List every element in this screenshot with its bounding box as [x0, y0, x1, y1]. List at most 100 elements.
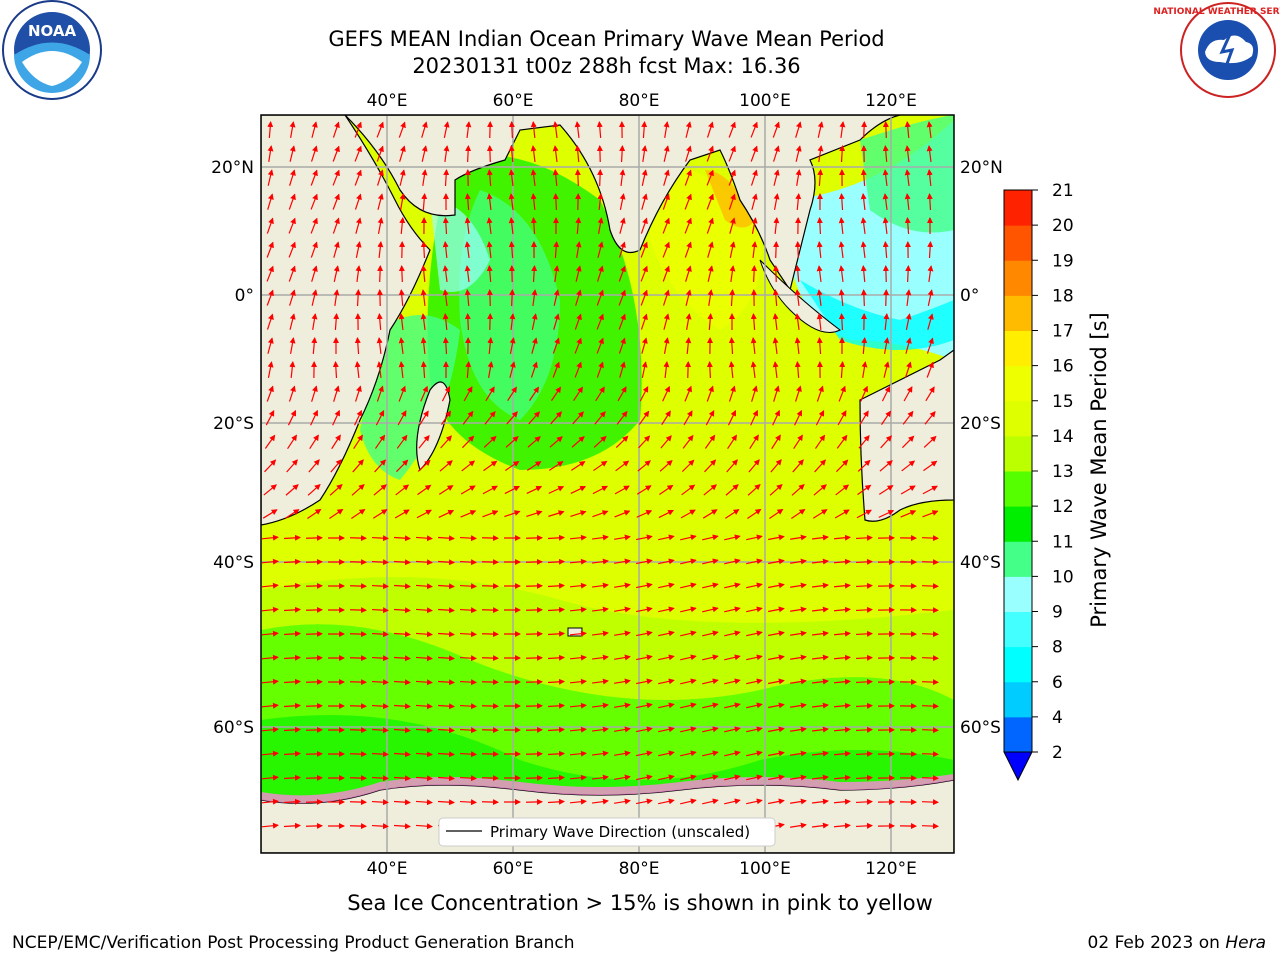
colorbar-tick-label: 4	[1052, 708, 1063, 728]
wave-arrow	[371, 631, 389, 638]
wave-arrow	[371, 655, 389, 662]
wave-arrow	[508, 169, 515, 187]
wave-arrow	[371, 727, 389, 734]
wave-arrow	[355, 241, 362, 258]
wave-arrow	[702, 509, 718, 519]
wave-arrow	[859, 410, 869, 426]
lat-tick-left: 60°S	[213, 718, 254, 738]
wave-arrow	[927, 241, 934, 259]
wave-arrow	[415, 727, 433, 734]
wave-arrow	[283, 630, 301, 637]
wave-arrow	[553, 313, 560, 330]
lat-tick-right: 20°N	[960, 158, 1003, 178]
wave-arrow	[261, 582, 279, 589]
wave-arrow	[861, 337, 868, 355]
wave-arrow	[724, 750, 741, 757]
wave-arrow	[261, 654, 279, 661]
wave-arrow	[811, 558, 829, 565]
wave-arrow	[482, 510, 499, 518]
colorbar-tick-label: 20	[1052, 216, 1074, 236]
colorbar-tick-label: 2	[1052, 743, 1063, 763]
wave-arrow	[790, 630, 807, 637]
wave-arrow	[266, 313, 274, 330]
wave-arrow	[680, 702, 697, 709]
wave-arrow	[438, 510, 455, 518]
wave-arrow	[791, 484, 805, 496]
wave-arrow	[376, 385, 384, 402]
wave-arrow	[547, 582, 565, 589]
wave-arrow	[921, 823, 939, 830]
wave-arrow	[811, 606, 829, 613]
wave-arrow	[266, 289, 274, 306]
wave-arrow	[724, 509, 740, 519]
wave-arrow	[641, 145, 648, 163]
wave-arrow	[790, 582, 807, 589]
wave-arrow	[923, 460, 938, 472]
wave-arrow	[574, 337, 582, 354]
wave-arrow	[289, 361, 296, 379]
wave-arrow	[393, 775, 411, 782]
wave-arrow	[332, 361, 339, 379]
colorbar-tick-label: 18	[1052, 286, 1074, 306]
wave-arrow	[816, 217, 823, 235]
wave-arrow	[706, 169, 714, 186]
wave-arrow	[527, 436, 541, 448]
noaa-logo: NOAA	[2, 0, 102, 100]
wave-arrow	[461, 435, 475, 449]
wave-arrow	[883, 337, 890, 354]
wave-arrow	[529, 386, 540, 401]
wave-arrow	[619, 193, 626, 210]
wave-arrow	[393, 823, 411, 830]
wave-arrow	[349, 703, 367, 710]
wave-arrow	[591, 558, 609, 565]
wave-arrow	[614, 558, 631, 565]
colorbar-segment	[1004, 365, 1032, 402]
wave-arrow	[773, 241, 780, 259]
wave-arrow	[921, 775, 939, 782]
wave-arrow	[285, 484, 299, 496]
wave-arrow	[702, 726, 719, 733]
wave-arrow	[442, 337, 449, 355]
wave-arrow	[704, 434, 716, 449]
wave-arrow	[855, 750, 873, 757]
wave-arrow	[311, 265, 318, 282]
wave-arrow	[926, 193, 933, 211]
wave-arrow	[548, 461, 564, 471]
wave-arrow	[641, 121, 648, 139]
wave-arrow	[261, 798, 279, 805]
colorbar-segment	[1004, 506, 1032, 542]
wave-arrow	[371, 679, 389, 686]
wave-arrow	[261, 534, 279, 541]
wave-arrow	[438, 485, 454, 495]
wave-arrow	[837, 410, 847, 426]
wave-arrow	[904, 193, 911, 211]
lat-tick-left: 0°	[235, 286, 254, 306]
wave-arrow	[415, 535, 433, 542]
wave-arrow	[354, 409, 362, 426]
wave-arrow	[636, 630, 653, 637]
wave-arrow	[811, 726, 829, 733]
colorbar-segment	[1004, 611, 1032, 648]
wave-arrow	[333, 265, 340, 282]
wave-arrow	[855, 630, 873, 637]
wave-arrow	[729, 265, 736, 283]
wave-arrow	[680, 750, 697, 757]
wave-arrow	[680, 606, 697, 613]
wave-arrow	[636, 654, 653, 661]
footer-date: 02 Feb 2023 on Hera	[1088, 933, 1266, 953]
wave-arrow	[330, 459, 342, 473]
wave-arrow	[349, 823, 367, 830]
wave-arrow	[552, 169, 559, 187]
wave-arrow	[415, 631, 433, 638]
wave-arrow	[706, 193, 714, 210]
wave-arrow	[481, 631, 499, 638]
wave-arrow	[833, 534, 851, 541]
wave-arrow	[680, 798, 697, 805]
wave-arrow	[575, 289, 582, 306]
wave-arrow	[481, 679, 499, 686]
wave-arrow	[310, 193, 318, 210]
wave-arrow	[354, 361, 361, 379]
wave-arrow	[746, 750, 763, 757]
wave-arrow	[288, 217, 296, 234]
wave-arrow	[750, 145, 758, 162]
